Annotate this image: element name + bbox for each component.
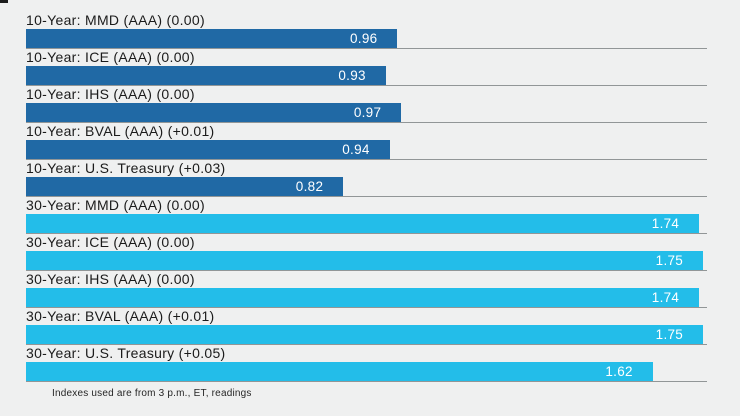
bar: 0.82 xyxy=(26,177,344,196)
bar-category-label: 30-Year: U.S. Treasury (+0.05) xyxy=(26,345,226,361)
bar-track: 0.96 xyxy=(26,29,707,49)
bar-value-label: 0.82 xyxy=(295,179,324,194)
chart-row: 10-Year: ICE (AAA) (0.00) 0.93 xyxy=(26,49,707,86)
bar-value-label: 1.74 xyxy=(651,216,680,231)
bar-category-label: 10-Year: BVAL (AAA) (+0.01) xyxy=(26,123,215,139)
chart-row: 30-Year: U.S. Treasury (+0.05) 1.62 xyxy=(26,345,707,382)
yield-bar-chart: 10-Year: MMD (AAA) (0.00) 0.96 10-Year: … xyxy=(26,12,707,399)
bar: 1.62 xyxy=(26,362,653,381)
chart-row: 10-Year: BVAL (AAA) (+0.01) 0.94 xyxy=(26,123,707,160)
bar-category-label: 10-Year: IHS (AAA) (0.00) xyxy=(26,86,195,102)
bar-value-label: 1.74 xyxy=(651,290,680,305)
bar: 0.93 xyxy=(26,66,386,85)
bar-track: 0.93 xyxy=(26,66,707,86)
bar-track: 1.62 xyxy=(26,362,707,382)
chart-row: 30-Year: ICE (AAA) (0.00) 1.75 xyxy=(26,234,707,271)
chart-row: 30-Year: BVAL (AAA) (+0.01) 1.75 xyxy=(26,308,707,345)
bar: 1.75 xyxy=(26,251,704,270)
bar-track: 1.75 xyxy=(26,325,707,345)
bar-value-label: 0.93 xyxy=(338,68,366,83)
bar: 0.94 xyxy=(26,140,390,159)
chart-row: 10-Year: IHS (AAA) (0.00) 0.97 xyxy=(26,86,707,123)
bar-category-label: 10-Year: U.S. Treasury (+0.03) xyxy=(26,160,226,176)
bar-track: 1.74 xyxy=(26,214,707,234)
bar: 1.74 xyxy=(26,214,700,233)
bar-category-label: 30-Year: MMD (AAA) (0.00) xyxy=(26,197,205,213)
bar: 0.97 xyxy=(26,103,402,122)
crop-artifact xyxy=(0,0,8,3)
bar-category-label: 10-Year: ICE (AAA) (0.00) xyxy=(26,49,195,65)
bar-category-label: 30-Year: BVAL (AAA) (+0.01) xyxy=(26,308,215,324)
bar-category-label: 10-Year: MMD (AAA) (0.00) xyxy=(26,12,205,28)
bar: 0.96 xyxy=(26,29,398,48)
chart-footnote: Indexes used are from 3 p.m., ET, readin… xyxy=(52,388,252,399)
bar-category-label: 30-Year: ICE (AAA) (0.00) xyxy=(26,234,195,250)
bar-track: 0.82 xyxy=(26,177,707,197)
chart-row: 30-Year: MMD (AAA) (0.00) 1.74 xyxy=(26,197,707,234)
bar-value-label: 0.94 xyxy=(342,142,370,157)
bar-track: 1.75 xyxy=(26,251,707,271)
chart-row: 10-Year: MMD (AAA) (0.00) 0.96 xyxy=(26,12,707,49)
bar-category-label: 30-Year: IHS (AAA) (0.00) xyxy=(26,271,195,287)
bar-value-label: 1.75 xyxy=(655,327,684,342)
chart-rows: 10-Year: MMD (AAA) (0.00) 0.96 10-Year: … xyxy=(26,12,707,382)
chart-row: 30-Year: IHS (AAA) (0.00) 1.74 xyxy=(26,271,707,308)
chart-row: 10-Year: U.S. Treasury (+0.03) 0.82 xyxy=(26,160,707,197)
bar-track: 1.74 xyxy=(26,288,707,308)
bar: 1.74 xyxy=(26,288,700,307)
bar-value-label: 0.97 xyxy=(353,105,382,120)
bar: 1.75 xyxy=(26,325,704,344)
bar-value-label: 0.96 xyxy=(349,31,378,46)
bar-track: 0.97 xyxy=(26,103,707,123)
bar-track: 0.94 xyxy=(26,140,707,160)
bar-value-label: 1.62 xyxy=(605,364,633,379)
bar-value-label: 1.75 xyxy=(655,253,684,268)
